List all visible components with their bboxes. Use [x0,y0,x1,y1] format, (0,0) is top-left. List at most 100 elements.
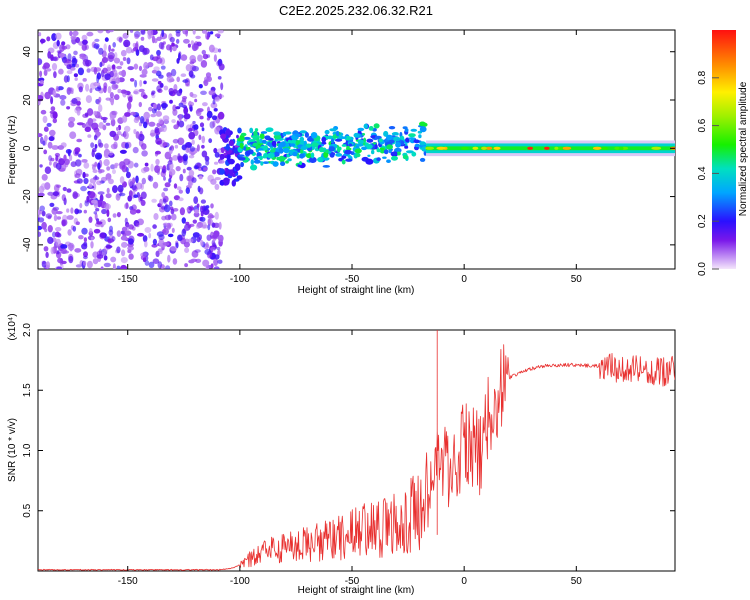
heatmap-cell [96,254,104,259]
heatmap-cell [89,88,93,93]
heatmap-cell [259,138,263,144]
heatmap-cell [78,86,83,93]
heatmap-cell [72,225,77,232]
heatmap-cell [208,138,213,144]
heatmap-cell [109,116,115,121]
heatmap-cell [404,145,409,149]
heatmap-cell [179,173,184,182]
heatmap-cell [167,254,171,263]
heatmap-cell [138,65,143,72]
x-tick-label: -50 [345,576,360,587]
y-tick-label: 0.5 [22,503,33,517]
heatmap-cell [195,109,200,114]
heatmap-cell [99,248,102,256]
heatmap-cell [76,138,83,143]
heatmap-cell [225,128,231,136]
heatmap-cell [48,136,55,142]
heatmap-cell [307,136,315,142]
heatmap-cell [196,162,201,168]
heatmap-cell [162,242,170,246]
heatmap-cell [188,206,194,211]
heatmap-cell [153,103,157,109]
x-tick-label: 50 [571,274,583,285]
heatmap-cell [213,147,218,154]
spectrogram-panel: -150 -100 -50 0 50 -40 -20 0 20 40 Height of stra… [7,29,676,296]
y-tick-label: -20 [22,189,33,204]
heatmap-cell [151,198,157,203]
heatmap-cell [267,141,271,147]
heatmap-cell [311,146,315,150]
colorbar-tick-label: 0.6 [697,118,708,132]
heatmap-region [38,30,225,269]
heatmap-cell [203,205,208,211]
heatmap-cell [214,96,220,102]
heatmap-cell [133,162,139,168]
heatmap-cell [243,136,251,140]
heatmap-cell [143,61,149,70]
heatmap-cell [326,135,334,140]
heatmap-cell [335,153,343,157]
heatmap-cell [94,161,98,167]
heatmap-cell [180,73,187,77]
heatmap-cell [45,251,49,258]
heatmap-cell [49,129,56,137]
heatmap-cell [155,150,161,155]
heatmap-cell [402,126,408,130]
heatmap-cell [104,203,111,210]
heatmap-cell [155,158,160,166]
heatmap-cell [97,30,104,34]
heatmap-cell [213,230,220,237]
heatmap-cell [198,134,202,141]
heatmap-cell [38,231,42,237]
heatmap-cell [140,36,145,41]
heatmap-cell [391,155,398,161]
heatmap-cell [49,110,56,115]
heatmap-cell [419,141,426,146]
heatmap-cell [172,155,179,161]
heatmap-cell [47,141,53,149]
heatmap-cell [152,258,160,265]
heatmap-cell [273,131,281,136]
heatmap-cell [53,71,57,79]
heatmap-cell [196,203,200,208]
heatmap-cell [47,51,52,59]
heatmap-cell [121,226,128,232]
heatmap-cell [103,262,111,268]
heatmap-cell [133,128,137,135]
heatmap-cell [71,57,78,66]
heatmap-cell [112,42,116,48]
heatmap-cell [217,259,223,264]
heatmap-cell [74,147,81,153]
heatmap-cell [158,249,163,255]
heatmap-cell [386,134,393,141]
heatmap-cell [63,75,69,83]
heatmap-cell [185,147,190,153]
heatmap-cell [70,35,77,40]
heatmap-cell [229,169,234,177]
tone-blob [481,146,487,150]
heatmap-cell [201,49,206,55]
heatmap-cell [170,208,175,215]
heatmap-cell [181,97,187,103]
heatmap-cell [198,84,203,89]
heatmap-cell [81,159,88,163]
heatmap-cell [182,153,189,162]
heatmap-cell [93,134,98,141]
heatmap-cell [43,126,49,132]
x-tick-label: -100 [230,576,250,587]
heatmap-cell [419,157,426,162]
colorbar-tick-label: 0.4 [697,166,708,180]
heatmap-cell [52,191,60,197]
heatmap-cell [177,234,183,242]
spectrogram-heatmap [38,30,675,269]
heatmap-cell [231,179,236,187]
heatmap-cell [98,169,105,173]
colorbar-gradient [712,30,736,269]
heatmap-cell [138,133,145,142]
heatmap-cell [116,246,121,254]
heatmap-cell [172,89,178,94]
heatmap-cell [75,168,83,176]
heatmap-cell [110,118,116,127]
heatmap-cell [100,116,108,121]
heatmap-cell [249,127,254,134]
